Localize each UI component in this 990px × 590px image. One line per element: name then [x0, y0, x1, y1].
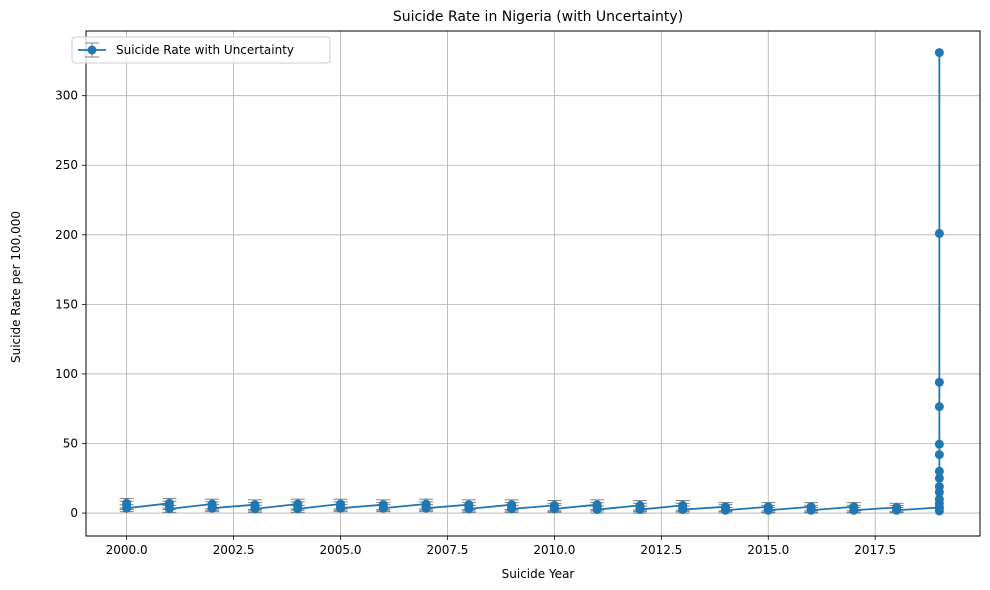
x-axis-ticks: 2000.0 2002.5 2005.0 2007.5 2010.0 2012.5 2015… [106, 536, 896, 557]
x-tick-label: 2002.5 [213, 543, 255, 557]
x-tick-label: 2000.0 [106, 543, 148, 557]
y-tick-label: 200 [55, 228, 78, 242]
data-point [164, 504, 174, 514]
data-point [934, 402, 944, 412]
data-point [849, 505, 859, 515]
chart-title: Suicide Rate in Nigeria (with Uncertaint… [393, 9, 683, 25]
y-tick-label: 300 [55, 89, 78, 103]
data-point [934, 473, 944, 483]
series-line [125, 51, 941, 512]
x-tick-label: 2015.0 [747, 543, 789, 557]
data-point [934, 450, 944, 460]
x-tick-label: 2007.5 [426, 543, 468, 557]
legend-label: Suicide Rate with Uncertainty [116, 43, 294, 57]
data-point [122, 503, 132, 513]
x-tick-label: 2005.0 [320, 543, 362, 557]
series-path [125, 51, 941, 512]
data-point [464, 504, 474, 514]
data-point [934, 439, 944, 449]
data-point [934, 487, 944, 497]
data-point [378, 503, 388, 513]
x-tick-label: 2012.5 [640, 543, 682, 557]
data-point [763, 505, 773, 515]
y-tick-label: 0 [70, 506, 78, 520]
data-point [336, 503, 346, 513]
data-point [720, 505, 730, 515]
grid-lines [86, 31, 980, 536]
data-point [592, 505, 602, 515]
data-point [549, 504, 559, 514]
data-point [250, 504, 260, 514]
data-point [507, 504, 517, 514]
data-point [293, 504, 303, 514]
y-tick-label: 100 [55, 367, 78, 381]
x-tick-label: 2010.0 [533, 543, 575, 557]
data-point [892, 505, 902, 515]
data-point [421, 503, 431, 513]
data-point [806, 505, 816, 515]
plot-frame [85, 30, 981, 537]
data-point [207, 503, 217, 513]
legend-marker [87, 45, 97, 55]
data-point [678, 505, 688, 515]
x-tick-label: 2017.5 [854, 543, 896, 557]
y-tick-label: 150 [55, 297, 78, 311]
data-point [934, 466, 944, 476]
data-point [934, 377, 944, 387]
data-point [635, 505, 645, 515]
data-points [122, 48, 944, 516]
y-axis-ticks: 0 50 100 150 200 250 300 [55, 89, 86, 520]
data-point [934, 48, 944, 58]
legend-box [71, 36, 331, 64]
y-axis-label: Suicide Rate per 100,000 [9, 211, 23, 363]
y-tick-label: 250 [55, 158, 78, 172]
x-axis-label: Suicide Year [502, 567, 575, 581]
data-point [934, 506, 944, 516]
data-point [934, 228, 944, 238]
y-tick-label: 50 [63, 436, 78, 450]
legend: Suicide Rate with Uncertainty [71, 36, 331, 64]
